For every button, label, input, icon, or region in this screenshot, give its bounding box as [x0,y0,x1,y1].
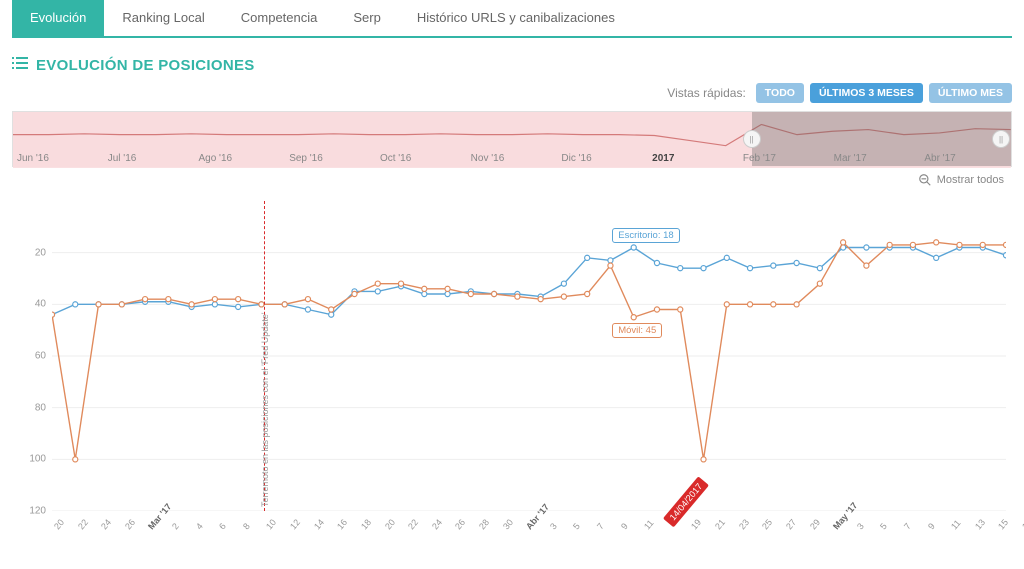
overview-handle-left[interactable]: || [743,130,761,148]
x-tick: 27 [784,517,798,531]
overview-label: Mar '17 [830,153,921,164]
x-tick: 24 [430,517,444,531]
zoom-out-icon [918,173,932,187]
y-tick: 60 [35,351,46,362]
quick-view-btn-1[interactable]: ÚLTIMOS 3 MESES [810,83,923,103]
show-all-button[interactable]: Mostrar todos [918,173,1004,187]
x-tick: 11 [642,518,656,532]
tab-3[interactable]: Serp [335,0,398,36]
tab-1[interactable]: Ranking Local [104,0,222,36]
tooltip-movil: Móvil: 45 [612,323,662,338]
overview-label: Jul '16 [104,153,195,164]
x-tick: 24 [99,517,113,531]
overview-label: 2017 [648,153,739,164]
overview-label: Jun '16 [13,153,104,164]
page-title: EVOLUCIÓN DE POSICIONES [36,57,255,74]
overview-chart[interactable]: || || Jun '16Jul '16Ago '16Sep '16Oct '1… [12,111,1012,167]
x-tick: 7 [595,521,606,531]
tabs: EvoluciónRanking LocalCompetenciaSerpHis… [12,0,1012,38]
annotation-text: Terremoto en las posiciones con el 'Fred… [260,312,270,507]
x-tick: 29 [808,517,822,531]
y-tick: 100 [29,454,46,465]
x-tick: 3 [548,521,559,531]
x-axis: 20222426Mar '172468101214161820222426283… [52,511,1006,553]
quick-view-btn-0[interactable]: TODO [756,83,804,103]
tab-2[interactable]: Competencia [223,0,336,36]
overview-x-labels: Jun '16Jul '16Ago '16Sep '16Oct '16Nov '… [13,153,1011,164]
overview-label: Ago '16 [194,153,285,164]
x-tick: 30 [501,517,515,531]
main-chart-area: Mostrar todos 20 40 60 80 100 120 Terremoto e… [12,173,1012,553]
x-tick: 8 [241,521,252,531]
x-tick: 10 [264,517,278,531]
overview-label: Sep '16 [285,153,376,164]
x-tick: 20 [383,517,397,531]
x-tick: 19 [689,517,703,531]
x-tick: 26 [123,517,137,531]
x-tick: 9 [926,521,937,531]
x-tick: 9 [619,521,630,531]
tab-0[interactable]: Evolución [12,0,104,36]
chart-plot: Terremoto en las posiciones con el 'Fred… [52,201,1006,511]
overview-label: Feb '17 [739,153,830,164]
x-tick: 22 [406,517,420,531]
y-tick: 20 [35,247,46,258]
x-tick: 14 [312,517,326,531]
overview-handle-right[interactable]: || [992,130,1010,148]
x-tick: 28 [477,517,491,531]
x-tick: 12 [288,517,302,531]
x-tick: 13 [973,517,987,531]
show-all-label: Mostrar todos [937,174,1004,186]
x-tick: 11 [949,518,963,532]
y-axis: 20406080100120 [12,201,52,511]
quick-views: Vistas rápidas: TODO ÚLTIMOS 3 MESES ÚLTIM… [12,83,1012,103]
x-tick: 21 [713,517,727,531]
overview-label: Abr '17 [920,153,1011,164]
list-icon [12,56,28,75]
overview-label: Oct '16 [376,153,467,164]
x-tick: 23 [737,517,751,531]
x-tick: 6 [217,521,228,531]
x-tick: 18 [359,517,373,531]
x-tick: 22 [76,517,90,531]
x-tick: 3 [855,521,866,531]
overview-label: Nov '16 [467,153,558,164]
x-tick: 2 [170,521,181,531]
x-tick: 17 [1020,517,1024,531]
title-row: EVOLUCIÓN DE POSICIONES [12,56,1012,75]
x-tick: 5 [878,521,889,531]
quick-views-label: Vistas rápidas: [667,86,746,100]
overview-label: Dic '16 [557,153,648,164]
x-tick: 15 [996,517,1010,531]
x-tick: 20 [52,517,66,531]
x-tick: 26 [453,517,467,531]
x-tick: 16 [335,517,349,531]
quick-view-btn-2[interactable]: ÚLTIMO MES [929,83,1012,103]
x-tick: 25 [760,517,774,531]
tooltip-escritorio: Escritorio: 18 [612,228,679,243]
tab-4[interactable]: Histórico URLS y canibalizaciones [399,0,633,36]
y-tick: 80 [35,402,46,413]
y-tick: 40 [35,299,46,310]
x-tick: 7 [902,521,913,531]
x-tick: 5 [571,521,582,531]
x-tick: 4 [194,521,205,531]
y-tick: 120 [29,506,46,517]
